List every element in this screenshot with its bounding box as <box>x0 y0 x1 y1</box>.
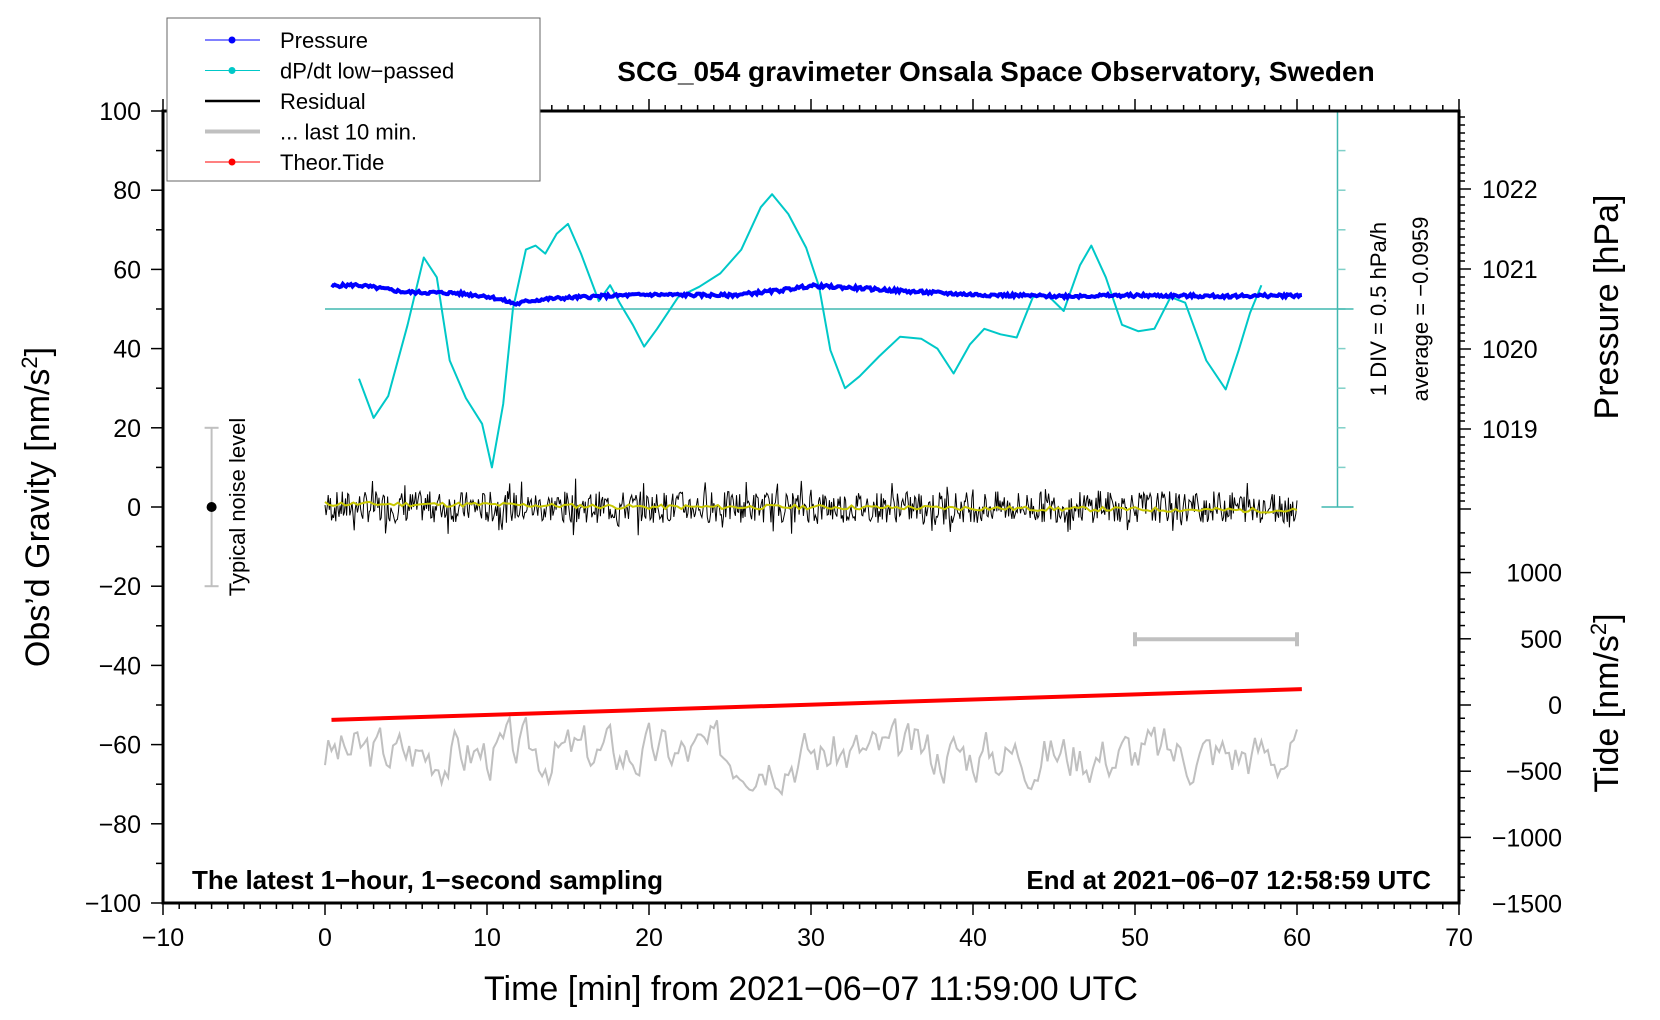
plot-data <box>204 110 1354 797</box>
pressure-tick-label: 1022 <box>1482 176 1538 204</box>
y-axis-label-tide: Tide [nm/s2] <box>1586 613 1626 792</box>
last10-line <box>324 713 1298 797</box>
plot-frame <box>161 109 1461 905</box>
x-tick-label: 20 <box>635 924 663 952</box>
legend-label: ... last 10 min. <box>280 120 417 145</box>
y-tick-label: −80 <box>99 811 141 839</box>
noise-label: Typical noise level <box>225 418 250 597</box>
annotation-bottom-right: End at 2021−06−07 12:58:59 UTC <box>1026 865 1431 895</box>
x-tick-label: 10 <box>473 924 501 952</box>
legend-box <box>166 17 541 182</box>
tide-tick-label: 0 <box>1548 692 1562 720</box>
y-tick-label: −40 <box>99 652 141 680</box>
y-tick-label: −60 <box>99 732 141 760</box>
x-tick-label: 70 <box>1445 924 1473 952</box>
y-tick-label: 60 <box>113 256 141 284</box>
dpdt-line <box>358 193 1263 469</box>
x-tick-label: 60 <box>1283 924 1311 952</box>
tide-tick-label: −500 <box>1506 758 1562 786</box>
x-tick-label: 0 <box>318 924 332 952</box>
x-tick-label: 50 <box>1121 924 1149 952</box>
legend: Pressure dP/dt low−passed Residual ... last… <box>166 17 541 182</box>
tide-tick-label: −1000 <box>1492 824 1562 852</box>
chart-title: SCG_054 gravimeter Onsala Space Observat… <box>617 56 1374 87</box>
y-tick-label: 80 <box>113 177 141 205</box>
y-tick-label: 0 <box>127 494 141 522</box>
noise-bar-center <box>206 502 217 512</box>
y-tick-label: −100 <box>85 890 141 918</box>
residual-line <box>324 478 1298 536</box>
pressure-line <box>330 280 1303 307</box>
x-tick-label: 30 <box>797 924 825 952</box>
x-axis-label: Time [min] from 2021−06−07 11:59:00 UTC <box>484 970 1138 1008</box>
residual-smoothed-line <box>324 500 1298 514</box>
y-tick-label: 20 <box>113 415 141 443</box>
y-axis-label-left: Obs’d Gravity [nm/s2] <box>17 347 57 667</box>
legend-label: Theor.Tide <box>280 150 384 175</box>
div-label: 1 DIV = 0.5 hPa/h <box>1366 222 1391 396</box>
axis-ticks: −10 0 10 20 30 40 50 60 70100806040200−20−40−60−… <box>85 98 1562 952</box>
average-label: average = −0.0959 <box>1408 217 1433 402</box>
legend-marker <box>228 67 236 74</box>
x-tick-label: −10 <box>142 924 184 952</box>
tide-tick-label: 500 <box>1520 626 1562 654</box>
y-tick-label: 100 <box>99 98 141 126</box>
legend-label: dP/dt low−passed <box>280 59 454 84</box>
legend-label: Pressure <box>280 28 368 53</box>
tide-line <box>331 687 1302 722</box>
legend-marker <box>228 158 236 166</box>
x-tick-label: 40 <box>959 924 987 952</box>
y-axis-label-pressure: Pressure [hPa] <box>1588 195 1626 420</box>
y-tick-label: −20 <box>99 573 141 601</box>
pressure-tick-label: 1019 <box>1482 416 1538 444</box>
pressure-tick-label: 1021 <box>1482 256 1538 284</box>
pressure-tick-label: 1020 <box>1482 336 1538 364</box>
tide-tick-label: −1500 <box>1492 891 1562 919</box>
legend-marker <box>228 36 236 44</box>
annotation-bottom-left: The latest 1−hour, 1−second sampling <box>192 865 663 895</box>
y-tick-label: 40 <box>113 336 141 364</box>
tide-tick-label: 1000 <box>1506 560 1562 588</box>
legend-label: Residual <box>280 89 366 114</box>
